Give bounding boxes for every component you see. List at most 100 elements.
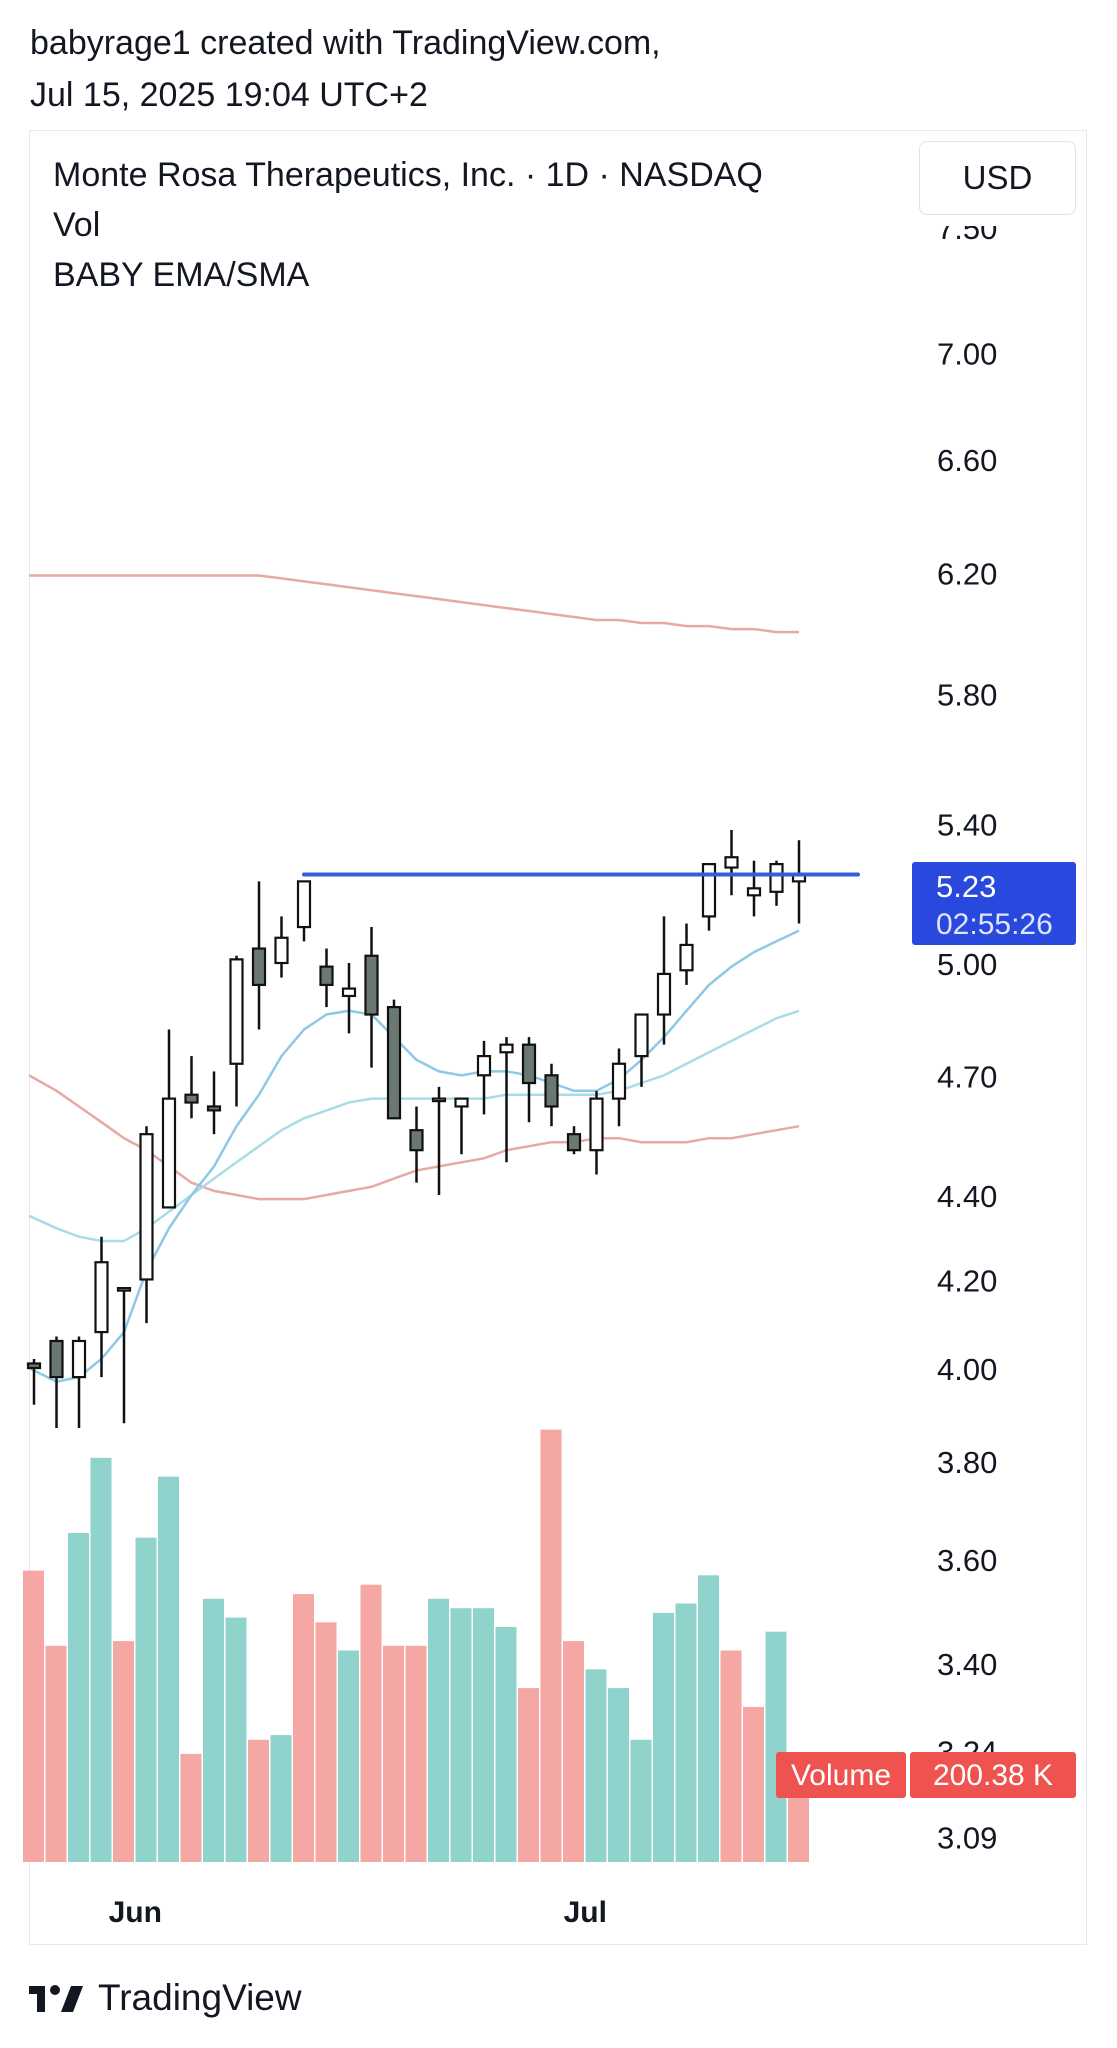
volume-bars bbox=[23, 1429, 809, 1862]
volume-bar bbox=[495, 1627, 517, 1862]
volume-bar bbox=[450, 1608, 472, 1862]
legend-indicator[interactable]: BABY EMA/SMA bbox=[53, 256, 310, 294]
volume-bar bbox=[45, 1645, 67, 1862]
volume-bar bbox=[698, 1575, 719, 1862]
volume-bar bbox=[293, 1594, 314, 1862]
volume-bar bbox=[428, 1598, 449, 1862]
volume-bar bbox=[518, 1688, 539, 1862]
price-axis: 7.507.006.606.205.805.405.004.704.404.20… bbox=[900, 131, 1086, 1855]
sma-long-upper-line bbox=[29, 574, 799, 634]
price-tick-label: 6.60 bbox=[937, 443, 997, 478]
volume-bar bbox=[563, 1641, 584, 1862]
volume-value-tag bbox=[910, 1752, 1076, 1798]
volume-value: 200.38 K bbox=[933, 1759, 1053, 1792]
candle-up bbox=[701, 863, 717, 918]
price-tick-label: 5.40 bbox=[937, 807, 997, 842]
legend-symbol[interactable]: Monte Rosa Therapeutics, Inc. · 1D · NAS… bbox=[53, 156, 763, 194]
price-tick-label: 7.00 bbox=[937, 336, 997, 371]
time-axis-label: Jun bbox=[109, 1896, 162, 1929]
volume-bar bbox=[360, 1584, 382, 1862]
volume-bar bbox=[765, 1631, 787, 1862]
candle-up bbox=[679, 943, 694, 972]
volume-bar bbox=[90, 1457, 112, 1862]
price-tick-label: 5.80 bbox=[937, 678, 997, 713]
volume-bar bbox=[68, 1533, 89, 1862]
candle-up bbox=[746, 887, 762, 897]
candle-up bbox=[769, 863, 784, 893]
price-tick-label: 3.09 bbox=[937, 1820, 997, 1855]
volume-bar bbox=[675, 1603, 697, 1862]
last-price-tag bbox=[912, 862, 1076, 945]
candle-up bbox=[296, 880, 312, 929]
candle-down bbox=[26, 1362, 42, 1370]
volume-bar bbox=[743, 1706, 764, 1862]
candle-down bbox=[319, 965, 334, 987]
chart-panel bbox=[29, 130, 1087, 1945]
candle-up bbox=[341, 987, 357, 998]
time-axis: Jun Jul bbox=[109, 1896, 607, 1929]
candle-up bbox=[611, 1062, 627, 1100]
candle-down bbox=[251, 947, 267, 987]
candle-up bbox=[94, 1261, 109, 1334]
time-axis-label: Jul bbox=[564, 1896, 607, 1929]
ema-fast-line bbox=[28, 929, 800, 1384]
volume-bar bbox=[23, 1570, 44, 1862]
candle-down bbox=[206, 1105, 222, 1112]
bar-countdown: 02:55:26 bbox=[936, 908, 1053, 941]
candle-down bbox=[409, 1129, 424, 1152]
volume-bar bbox=[315, 1622, 337, 1862]
volume-bar bbox=[540, 1429, 562, 1862]
currency-button[interactable]: USD bbox=[919, 141, 1076, 215]
price-tick-label: 4.20 bbox=[937, 1263, 997, 1298]
candle-up bbox=[656, 972, 672, 1016]
volume-bar bbox=[158, 1476, 179, 1862]
ema-slow-line bbox=[28, 1009, 800, 1243]
candle-up bbox=[71, 1339, 87, 1379]
footer-brand: TradingView bbox=[98, 1977, 302, 2018]
candle-down bbox=[386, 1005, 402, 1120]
candle-up bbox=[589, 1097, 604, 1152]
candle-up bbox=[634, 1013, 649, 1058]
volume-label-tag bbox=[776, 1752, 906, 1798]
price-tick-label: 3.80 bbox=[937, 1445, 997, 1480]
candle-up bbox=[724, 856, 739, 869]
axis-tags: 5.23 02:55:26 Volume 200.38 K bbox=[776, 862, 1076, 1798]
candle-up bbox=[499, 1043, 514, 1054]
candle-up bbox=[161, 1097, 177, 1209]
header-timestamp: Jul 15, 2025 19:04 UTC+2 bbox=[30, 76, 428, 114]
candle-down bbox=[184, 1093, 199, 1104]
candle-up bbox=[476, 1054, 492, 1077]
tradingview-logo-icon bbox=[29, 1985, 83, 2012]
volume-bar bbox=[113, 1641, 134, 1862]
volume-bar bbox=[225, 1617, 247, 1862]
volume-bar bbox=[585, 1669, 607, 1862]
last-price-value: 5.23 bbox=[936, 869, 996, 904]
volume-bar bbox=[248, 1739, 269, 1862]
volume-bar bbox=[405, 1645, 427, 1862]
moving-averages bbox=[28, 574, 800, 1384]
legend-volume[interactable]: Vol bbox=[53, 206, 101, 244]
volume-bar bbox=[135, 1537, 157, 1862]
candle-up bbox=[139, 1133, 154, 1281]
candle-up bbox=[431, 1097, 447, 1103]
price-tick-label: 4.00 bbox=[937, 1352, 997, 1387]
volume-bar bbox=[473, 1608, 494, 1862]
candle-up bbox=[454, 1097, 469, 1108]
price-tick-label: 4.70 bbox=[937, 1059, 997, 1094]
volume-bar bbox=[630, 1739, 652, 1862]
price-tick-label: 5.00 bbox=[937, 947, 997, 982]
volume-bar bbox=[270, 1735, 292, 1862]
header-author-line: babyrage1 created with TradingView.com, bbox=[30, 24, 661, 62]
volume-bar bbox=[720, 1650, 742, 1862]
price-tick-label: 3.60 bbox=[937, 1543, 997, 1578]
volume-bar bbox=[608, 1688, 629, 1862]
volume-bar bbox=[653, 1612, 674, 1862]
candles bbox=[26, 830, 807, 1428]
candle-down bbox=[49, 1339, 64, 1379]
price-tick-label: 6.20 bbox=[937, 557, 997, 592]
candle-down bbox=[544, 1074, 559, 1108]
price-tick-label: 4.40 bbox=[937, 1179, 997, 1214]
volume-bar bbox=[203, 1598, 224, 1862]
candle-down bbox=[521, 1043, 537, 1085]
